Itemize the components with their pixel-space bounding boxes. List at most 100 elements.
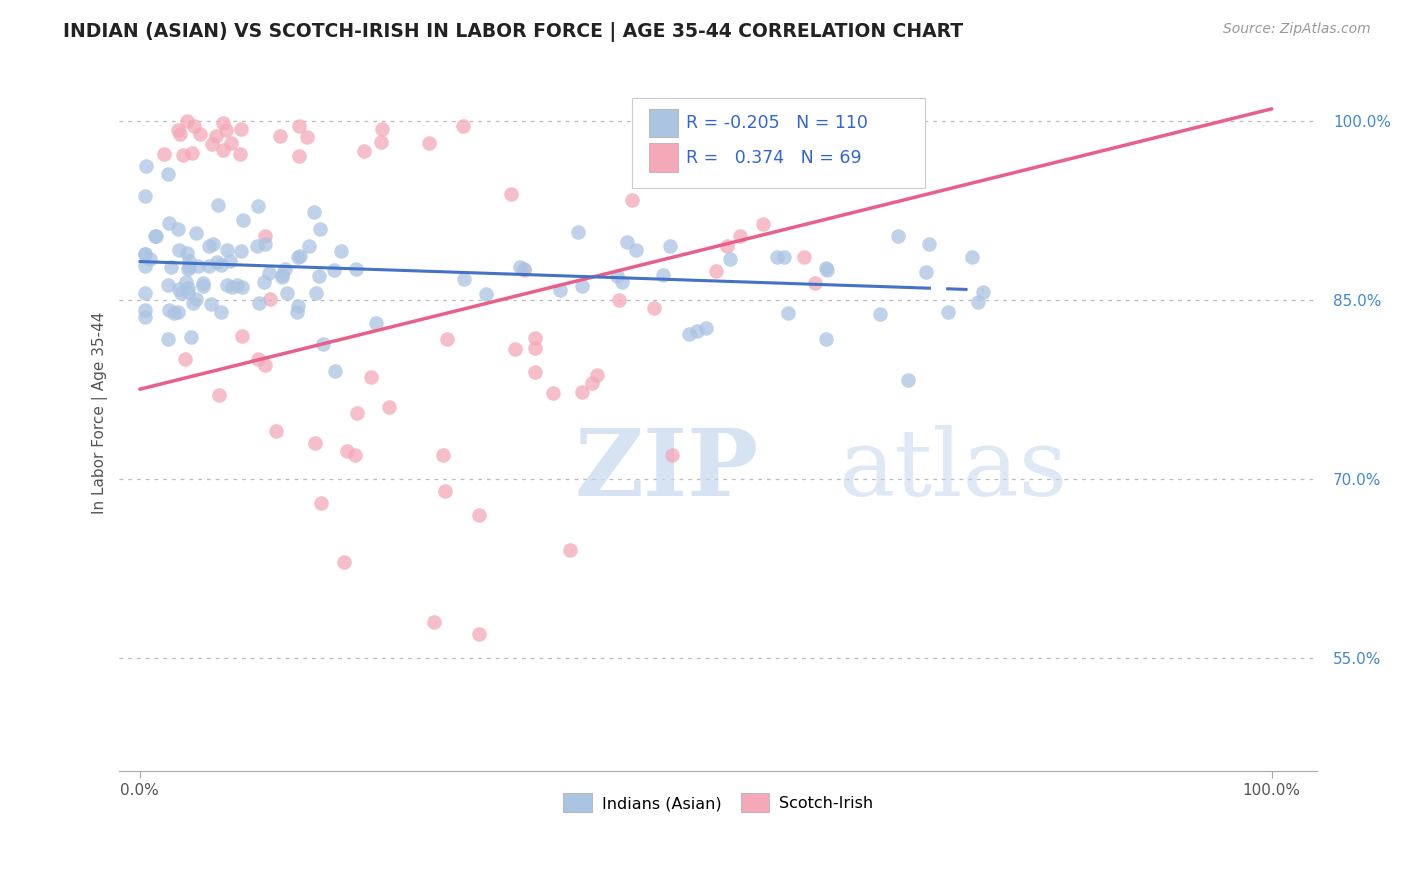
Point: [581, 376, 603, 391]
Point: [434, 483, 457, 498]
Point: [156, 332, 179, 346]
Point: [229, 147, 252, 161]
Point: [181, 296, 204, 310]
Point: [503, 342, 526, 356]
Point: [436, 332, 458, 346]
Point: [418, 136, 440, 150]
Point: [134, 286, 156, 301]
Point: [143, 229, 166, 244]
Text: R =   0.374   N = 69: R = 0.374 N = 69: [686, 148, 862, 167]
Point: [523, 365, 546, 379]
Point: [200, 296, 222, 310]
Point: [209, 305, 232, 319]
Point: [558, 543, 581, 558]
Point: [170, 286, 193, 301]
Point: [177, 262, 200, 277]
Point: [176, 114, 198, 128]
Point: [270, 269, 292, 284]
Point: [643, 301, 665, 316]
Point: [571, 279, 593, 293]
Point: [134, 310, 156, 324]
Point: [288, 249, 311, 263]
Point: [897, 373, 920, 387]
Point: [156, 278, 179, 293]
Point: [766, 250, 789, 264]
Point: [323, 364, 346, 378]
Point: [253, 275, 276, 289]
Point: [270, 268, 292, 282]
Point: [451, 119, 474, 133]
Point: [607, 293, 630, 307]
Point: [287, 149, 309, 163]
Point: [468, 627, 491, 641]
Point: [586, 368, 609, 382]
FancyBboxPatch shape: [633, 98, 925, 187]
Point: [180, 145, 202, 160]
Point: [229, 244, 252, 259]
Point: [287, 299, 309, 313]
Point: [366, 316, 388, 330]
Point: [157, 167, 180, 181]
Point: [285, 305, 308, 319]
Point: [322, 263, 344, 277]
Point: [274, 261, 297, 276]
Point: [548, 283, 571, 297]
Point: [193, 277, 215, 291]
Point: [360, 370, 382, 384]
Point: [304, 436, 326, 450]
Point: [616, 235, 638, 249]
Point: [187, 260, 209, 274]
Point: [253, 228, 276, 243]
Point: [205, 128, 228, 143]
Point: [960, 250, 983, 264]
Point: [254, 237, 277, 252]
FancyBboxPatch shape: [648, 109, 678, 137]
Point: [304, 285, 326, 300]
Point: [695, 321, 717, 335]
Point: [134, 302, 156, 317]
Y-axis label: In Labor Force | Age 35-44: In Labor Force | Age 35-44: [93, 312, 108, 515]
Point: [269, 128, 291, 143]
Point: [157, 216, 180, 230]
Point: [209, 258, 232, 272]
Point: [610, 275, 633, 289]
Point: [776, 306, 799, 320]
Point: [636, 112, 658, 127]
Point: [249, 296, 271, 310]
Point: [524, 341, 547, 355]
Point: [423, 615, 446, 629]
Text: Source: ZipAtlas.com: Source: ZipAtlas.com: [1223, 22, 1371, 37]
Point: [177, 253, 200, 268]
Point: [814, 261, 837, 276]
Point: [288, 119, 311, 133]
Point: [370, 135, 392, 149]
Point: [918, 237, 941, 252]
Text: atlas: atlas: [838, 425, 1067, 516]
Point: [201, 237, 224, 252]
Point: [201, 136, 224, 151]
Point: [371, 121, 394, 136]
Point: [624, 243, 647, 257]
Point: [172, 148, 194, 162]
Point: [336, 443, 359, 458]
Point: [936, 305, 959, 319]
Point: [167, 282, 190, 296]
Point: [308, 268, 330, 283]
Point: [217, 244, 239, 258]
Point: [167, 123, 190, 137]
Point: [167, 243, 190, 257]
Point: [246, 199, 269, 213]
Point: [231, 279, 253, 293]
Point: [177, 260, 200, 274]
Legend: Indians (Asian), Scotch-Irish: Indians (Asian), Scotch-Irish: [558, 789, 877, 817]
Point: [804, 276, 827, 290]
Point: [967, 295, 990, 310]
Point: [157, 302, 180, 317]
Point: [332, 555, 354, 569]
Point: [191, 278, 214, 293]
Point: [184, 292, 207, 306]
Point: [287, 250, 309, 264]
Point: [353, 145, 375, 159]
Point: [704, 264, 727, 278]
Point: [259, 292, 281, 306]
